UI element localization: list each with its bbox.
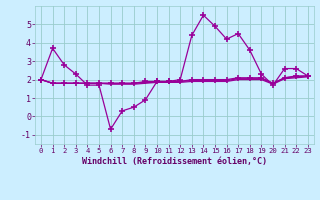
X-axis label: Windchill (Refroidissement éolien,°C): Windchill (Refroidissement éolien,°C) <box>82 157 267 166</box>
